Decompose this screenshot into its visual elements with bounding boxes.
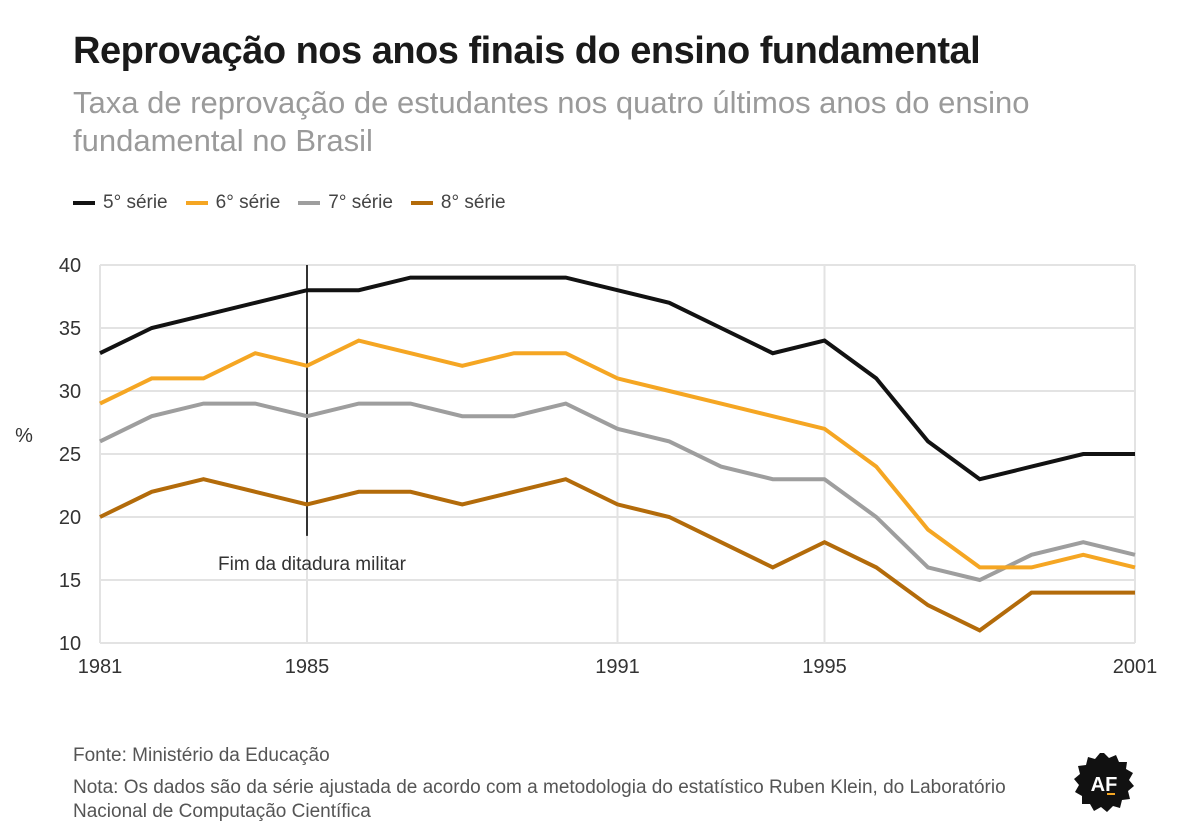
legend-swatch — [185, 201, 208, 205]
y-axis-label: % — [15, 425, 33, 447]
legend-swatch — [298, 201, 321, 205]
annotation-label: Fim da ditadura militar — [218, 554, 407, 575]
x-tick-label: 1985 — [285, 656, 330, 678]
legend-item: 6° série — [185, 192, 281, 214]
badge-logo-icon: AF — [1074, 753, 1134, 812]
y-tick-label: 15 — [59, 570, 81, 592]
logo-underline — [1107, 793, 1115, 795]
methodology-note: Nota: Os dados são da série ajustada de … — [73, 777, 1006, 822]
series-line — [99, 477, 1135, 633]
legend-label: 8° série — [440, 192, 506, 213]
legend-label: 7° série — [328, 192, 393, 213]
legend-item: 5° série — [73, 192, 168, 214]
source-note: Fonte: Ministério da Educação — [73, 745, 330, 766]
y-tick-label: 10 — [59, 633, 81, 655]
chart-title: Reprovação nos anos finais do ensino fun… — [73, 30, 981, 72]
y-tick-label: 35 — [59, 318, 81, 340]
legend-label: 5° série — [103, 192, 168, 213]
footer: Fonte: Ministério da Educação Nota: Os d… — [73, 744, 1033, 824]
x-tick-label: 2001 — [1113, 656, 1158, 678]
legend-item: 8° série — [410, 192, 506, 214]
legend-swatch — [410, 201, 433, 205]
y-tick-label: 20 — [59, 507, 81, 529]
x-tick-label: 1995 — [802, 656, 847, 678]
series-line — [99, 338, 1136, 570]
legend-label: 6° série — [215, 192, 281, 213]
series-line — [99, 275, 1135, 482]
legend-swatch — [73, 201, 95, 205]
y-tick-label: 30 — [59, 381, 81, 403]
legend-item: 7° série — [298, 192, 393, 214]
x-tick-label: 1991 — [595, 656, 640, 678]
chart-subtitle: Taxa de reprovação de estudantes nos qua… — [73, 85, 1030, 158]
line-chart: 10 15 20 25 30 35 40 1981 1985 1991 1995 2001% Fim d… — [15, 255, 1158, 678]
chart-legend: 5° série 6° série 7° série 8° série — [73, 192, 506, 214]
series-line — [99, 401, 1136, 583]
y-tick-label: 25 — [59, 444, 81, 466]
logo-text: AF — [1091, 774, 1118, 796]
y-tick-label: 40 — [59, 255, 81, 277]
x-tick-label: 1981 — [78, 656, 123, 678]
